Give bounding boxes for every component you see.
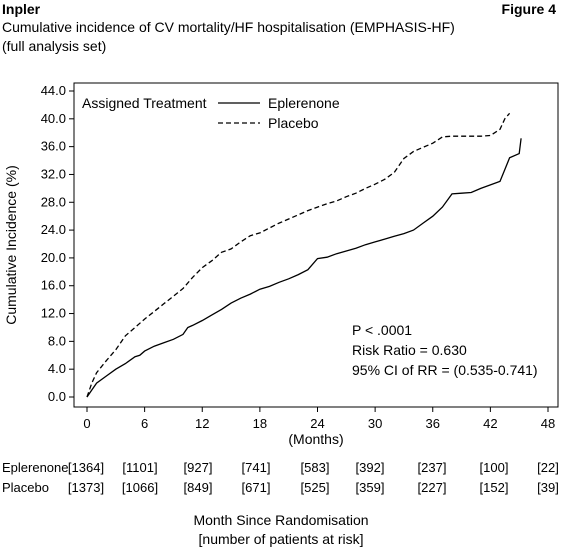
y-tick-label: 0.0 — [48, 389, 66, 404]
risk-cell: [39] — [537, 480, 559, 495]
risk-cell: [1101] — [122, 460, 158, 475]
series-line-placebo — [86, 112, 511, 398]
risk-cell: [392] — [355, 460, 385, 475]
x-tick-label: 24 — [310, 416, 324, 431]
y-axis-label: Cumulative Incidence (%) — [3, 165, 19, 325]
x-tick-label: 6 — [141, 416, 148, 431]
y-tick-label: 8.0 — [48, 333, 66, 348]
x-tick-label: 36 — [426, 416, 440, 431]
risk-cell: [22] — [537, 460, 559, 475]
risk-cell: [237] — [417, 460, 447, 475]
risk-cell: [359] — [355, 480, 385, 495]
legend-label-placebo: Placebo — [268, 115, 319, 131]
risk-cell: [583] — [300, 460, 330, 475]
x-axis-label: (Months) — [288, 431, 343, 447]
y-tick-label: 4.0 — [48, 361, 66, 376]
y-tick-label: 44.0 — [41, 83, 66, 98]
x-tick-label: 18 — [253, 416, 267, 431]
axes: 0.0 4.0 8.0 12.0 16.0 20.0 24.0 28.0 32.0 36.0 40.… — [3, 82, 559, 447]
footer-xlabel-2: [number of patients at risk] — [198, 531, 364, 547]
stats-annotation: P < .0001 — [352, 322, 412, 338]
chart-subtitle: Cumulative incidence of CV mortality/HF … — [2, 19, 455, 35]
risk-cell: [525] — [300, 480, 330, 495]
y-tick-label: 32.0 — [41, 166, 66, 181]
risk-cell: [227] — [417, 480, 447, 495]
stats-annotation: 95% CI of RR = (0.535-0.741) — [352, 362, 538, 378]
annotations: P < .0001 Risk Ratio = 0.630 95% CI of RR … — [352, 322, 538, 378]
legend: Assigned Treatment Eplerenone Placebo — [82, 95, 340, 131]
legend-label-eplerenone: Eplerenone — [268, 95, 340, 111]
chart-svg: 0.0 4.0 8.0 12.0 16.0 20.0 24.0 28.0 32.0 36.0 40.… — [3, 82, 559, 447]
x-tick-label: 48 — [541, 416, 555, 431]
risk-cell: [671] — [241, 480, 271, 495]
x-tick-label: 0 — [83, 416, 90, 431]
y-tick-label: 16.0 — [41, 278, 66, 293]
y-tick-label: 40.0 — [41, 111, 66, 126]
y-tick-label: 20.0 — [41, 250, 66, 265]
risk-cell: [152] — [479, 480, 509, 495]
risk-cell: [1373] — [67, 480, 105, 495]
risk-cell: [1066] — [121, 480, 159, 495]
risk-cell: [741] — [241, 460, 271, 475]
chart-subtitle-2: (full analysis set) — [2, 38, 107, 54]
risk-cell: [849] — [183, 480, 213, 495]
series-line-eplerenone — [86, 138, 522, 398]
risk-cell: [1364] — [67, 460, 105, 475]
y-tick-label: 24.0 — [41, 222, 66, 237]
y-tick-label: 36.0 — [41, 139, 66, 154]
risk-row-label: Eplerenone — [2, 460, 69, 475]
stats-annotation: Risk Ratio = 0.630 — [352, 342, 467, 358]
x-tick-label: 42 — [483, 416, 497, 431]
risk-cell: [927] — [183, 460, 213, 475]
y-tick-label: 12.0 — [41, 306, 66, 321]
y-tick-label: 28.0 — [41, 194, 66, 209]
plot-frame — [73, 82, 559, 408]
figure-label: Figure 4 — [501, 1, 556, 17]
risk-row-label: Placebo — [2, 480, 49, 495]
legend-title: Assigned Treatment — [82, 95, 207, 111]
brand-title: Inpler — [2, 1, 41, 17]
x-tick-label: 30 — [368, 416, 382, 431]
series-layer — [86, 112, 522, 398]
x-tick-label: 12 — [195, 416, 209, 431]
risk-cell: [100] — [479, 460, 509, 475]
footer-xlabel: Month Since Randomisation — [193, 512, 369, 528]
